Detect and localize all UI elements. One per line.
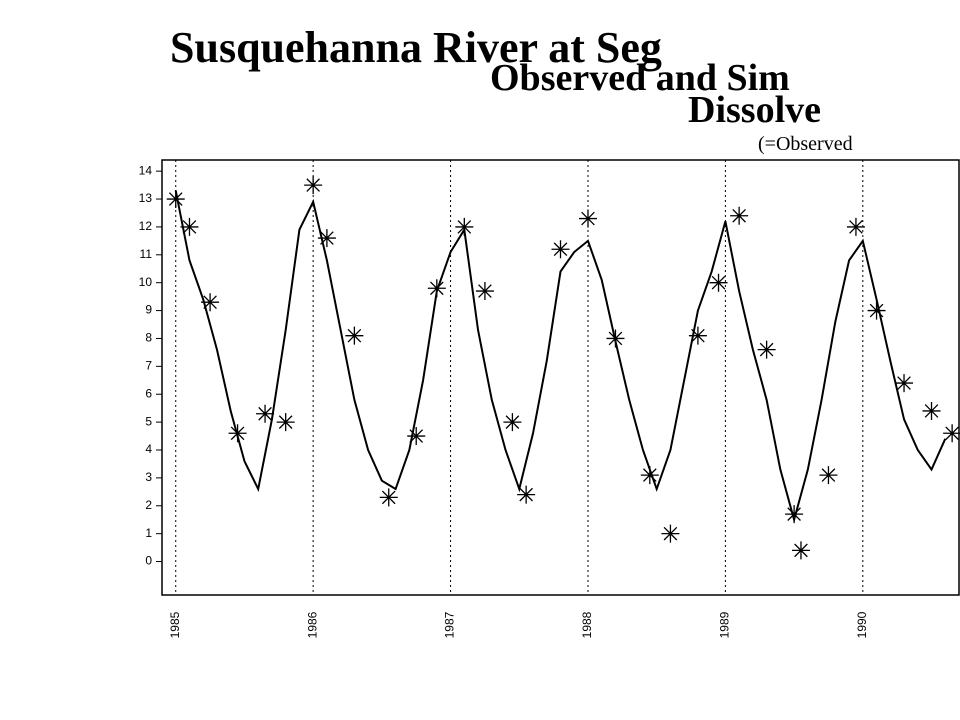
x-tick-label: 1988	[580, 611, 594, 638]
observed-star	[688, 326, 707, 345]
y-tick-label: 3	[145, 470, 152, 484]
observed-star	[304, 176, 323, 195]
observed-star	[455, 217, 474, 236]
observed-star	[757, 340, 776, 359]
observed-star	[228, 424, 247, 443]
x-tick-label: 1985	[168, 611, 182, 638]
observed-star	[819, 466, 838, 485]
y-tick-label: 6	[145, 386, 152, 400]
y-tick-label: 9	[145, 303, 152, 317]
observed-star	[943, 424, 960, 443]
observed-star	[427, 279, 446, 298]
observed-star	[256, 404, 275, 423]
observed-star	[166, 190, 185, 209]
observed-star	[503, 413, 522, 432]
y-tick-label: 10	[139, 275, 153, 289]
observed-star	[867, 301, 886, 320]
observed-star	[661, 524, 680, 543]
y-tick-label: 11	[140, 247, 153, 261]
x-tick-label: 1990	[855, 611, 869, 638]
y-tick-label: 0	[145, 554, 152, 568]
observed-star	[640, 466, 659, 485]
observed-star	[475, 282, 494, 301]
y-tick-label: 2	[145, 498, 152, 512]
plot-frame	[161, 159, 960, 596]
x-tick-label: 1986	[305, 611, 319, 638]
x-tick-label: 1987	[443, 611, 457, 638]
observed-star	[379, 488, 398, 507]
observed-star	[606, 329, 625, 348]
y-tick-label: 1	[145, 526, 152, 540]
observed-star	[276, 413, 295, 432]
y-tick-label: 7	[145, 359, 152, 373]
observed-star	[730, 206, 749, 225]
chart-subtitle: Dissolve	[688, 89, 821, 131]
observed-star	[407, 427, 426, 446]
observed-star	[785, 505, 804, 524]
y-tick-label: 5	[145, 414, 152, 428]
y-tick-label: 8	[145, 331, 152, 345]
series-line	[174, 190, 947, 524]
y-tick-label: 14	[139, 163, 153, 177]
chart-title: Susquehanna River at Seg	[170, 23, 662, 72]
observed-star	[791, 541, 810, 560]
observed-star	[709, 273, 728, 292]
y-tick-label: 13	[139, 191, 153, 205]
legend-note: (=Observed	[758, 133, 853, 155]
observed-star	[345, 326, 364, 345]
observed-star	[922, 401, 941, 420]
observed-star	[551, 240, 570, 259]
observed-star	[895, 374, 914, 393]
observed-star	[846, 217, 865, 236]
chart-subtitle: Observed and Sim	[490, 57, 790, 99]
observed-star	[317, 229, 336, 248]
observed-star	[201, 293, 220, 312]
y-tick-label: 12	[139, 219, 153, 233]
observed-star	[517, 485, 536, 504]
x-tick-label: 1989	[718, 611, 732, 638]
observed-star	[180, 217, 199, 236]
y-tick-label: 4	[145, 442, 152, 456]
observed-star	[578, 209, 597, 228]
